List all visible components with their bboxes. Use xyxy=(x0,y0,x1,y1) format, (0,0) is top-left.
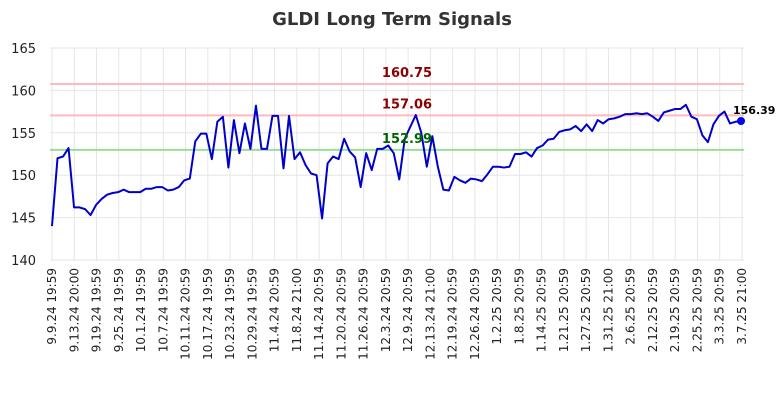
signal-line-label: 152.99 xyxy=(382,132,432,147)
x-tick-label: 3.7.25 21:00 xyxy=(735,268,749,345)
chart-title: GLDI Long Term Signals xyxy=(272,9,512,30)
x-tick-label: 12.26.24 20:59 xyxy=(468,268,482,360)
y-tick-label: 145 xyxy=(11,212,36,227)
x-tick-label: 10.17.24 19:59 xyxy=(201,268,215,360)
last-value-label: 156.39 xyxy=(733,104,775,117)
x-tick-label: 12.19.24 20:59 xyxy=(446,268,460,360)
x-tick-label: 2.6.25 20:59 xyxy=(624,268,638,345)
signal-lines xyxy=(50,83,744,151)
x-tick-label: 9.25.24 19:59 xyxy=(112,268,126,352)
x-tick-label: 10.11.24 20:59 xyxy=(179,268,193,360)
y-tick-label: 150 xyxy=(11,169,36,184)
x-tick-label: 1.21.25 20:59 xyxy=(557,268,571,352)
x-tick-label: 9.19.24 19:59 xyxy=(90,268,104,352)
y-axis: 140 145 150 155 160 165 xyxy=(11,42,36,269)
x-axis: 9.9.24 19:59 9.13.24 20:00 9.19.24 19:59 9.… xyxy=(45,268,749,360)
x-tick-label: 10.7.24 19:59 xyxy=(156,268,170,352)
x-tick-label: 11.20.24 20:59 xyxy=(334,268,348,360)
x-tick-label: 2.12.25 20:59 xyxy=(646,268,660,352)
x-tick-label: 1.31.25 21:00 xyxy=(601,268,615,352)
x-tick-label: 11.4.24 20:59 xyxy=(268,268,282,352)
x-tick-label: 10.29.24 19:59 xyxy=(245,268,259,360)
x-tick-label: 1.14.25 20:59 xyxy=(535,268,549,352)
annotations: 160.75 157.06 152.99 156.39 xyxy=(382,66,776,147)
y-tick-label: 165 xyxy=(11,42,36,57)
x-tick-label: 11.26.24 20:59 xyxy=(357,268,371,360)
x-tick-label: 10.1.24 19:59 xyxy=(134,268,148,352)
x-tick-label: 1.8.25 20:59 xyxy=(512,268,526,345)
x-tick-label: 11.14.24 20:59 xyxy=(312,268,326,360)
x-tick-label: 2.25.25 20:59 xyxy=(690,268,704,352)
x-tick-label: 2.19.25 20:59 xyxy=(668,268,682,352)
signal-line-label: 160.75 xyxy=(382,66,432,81)
x-tick-label: 9.9.24 19:59 xyxy=(45,268,59,345)
series-layer xyxy=(51,103,745,227)
price-line xyxy=(51,103,742,227)
signal-line-label: 157.06 xyxy=(382,97,432,112)
x-tick-label: 3.3.25 20:59 xyxy=(713,268,727,345)
y-tick-label: 160 xyxy=(11,84,36,99)
y-tick-label: 155 xyxy=(11,127,36,142)
y-tick-label: 140 xyxy=(11,254,36,269)
last-value-marker xyxy=(737,117,745,126)
x-tick-label: 1.27.25 20:59 xyxy=(579,268,593,352)
x-tick-label: 12.9.24 20:59 xyxy=(401,268,415,352)
x-tick-label: 12.3.24 20:59 xyxy=(379,268,393,352)
x-tick-label: 11.8.24 21:00 xyxy=(290,268,304,352)
x-tick-label: 10.23.24 19:59 xyxy=(223,268,237,360)
x-tick-label: 9.13.24 20:00 xyxy=(67,268,81,352)
x-tick-label: 1.2.25 20:59 xyxy=(490,268,504,345)
x-tick-label: 12.13.24 21:00 xyxy=(423,268,437,360)
